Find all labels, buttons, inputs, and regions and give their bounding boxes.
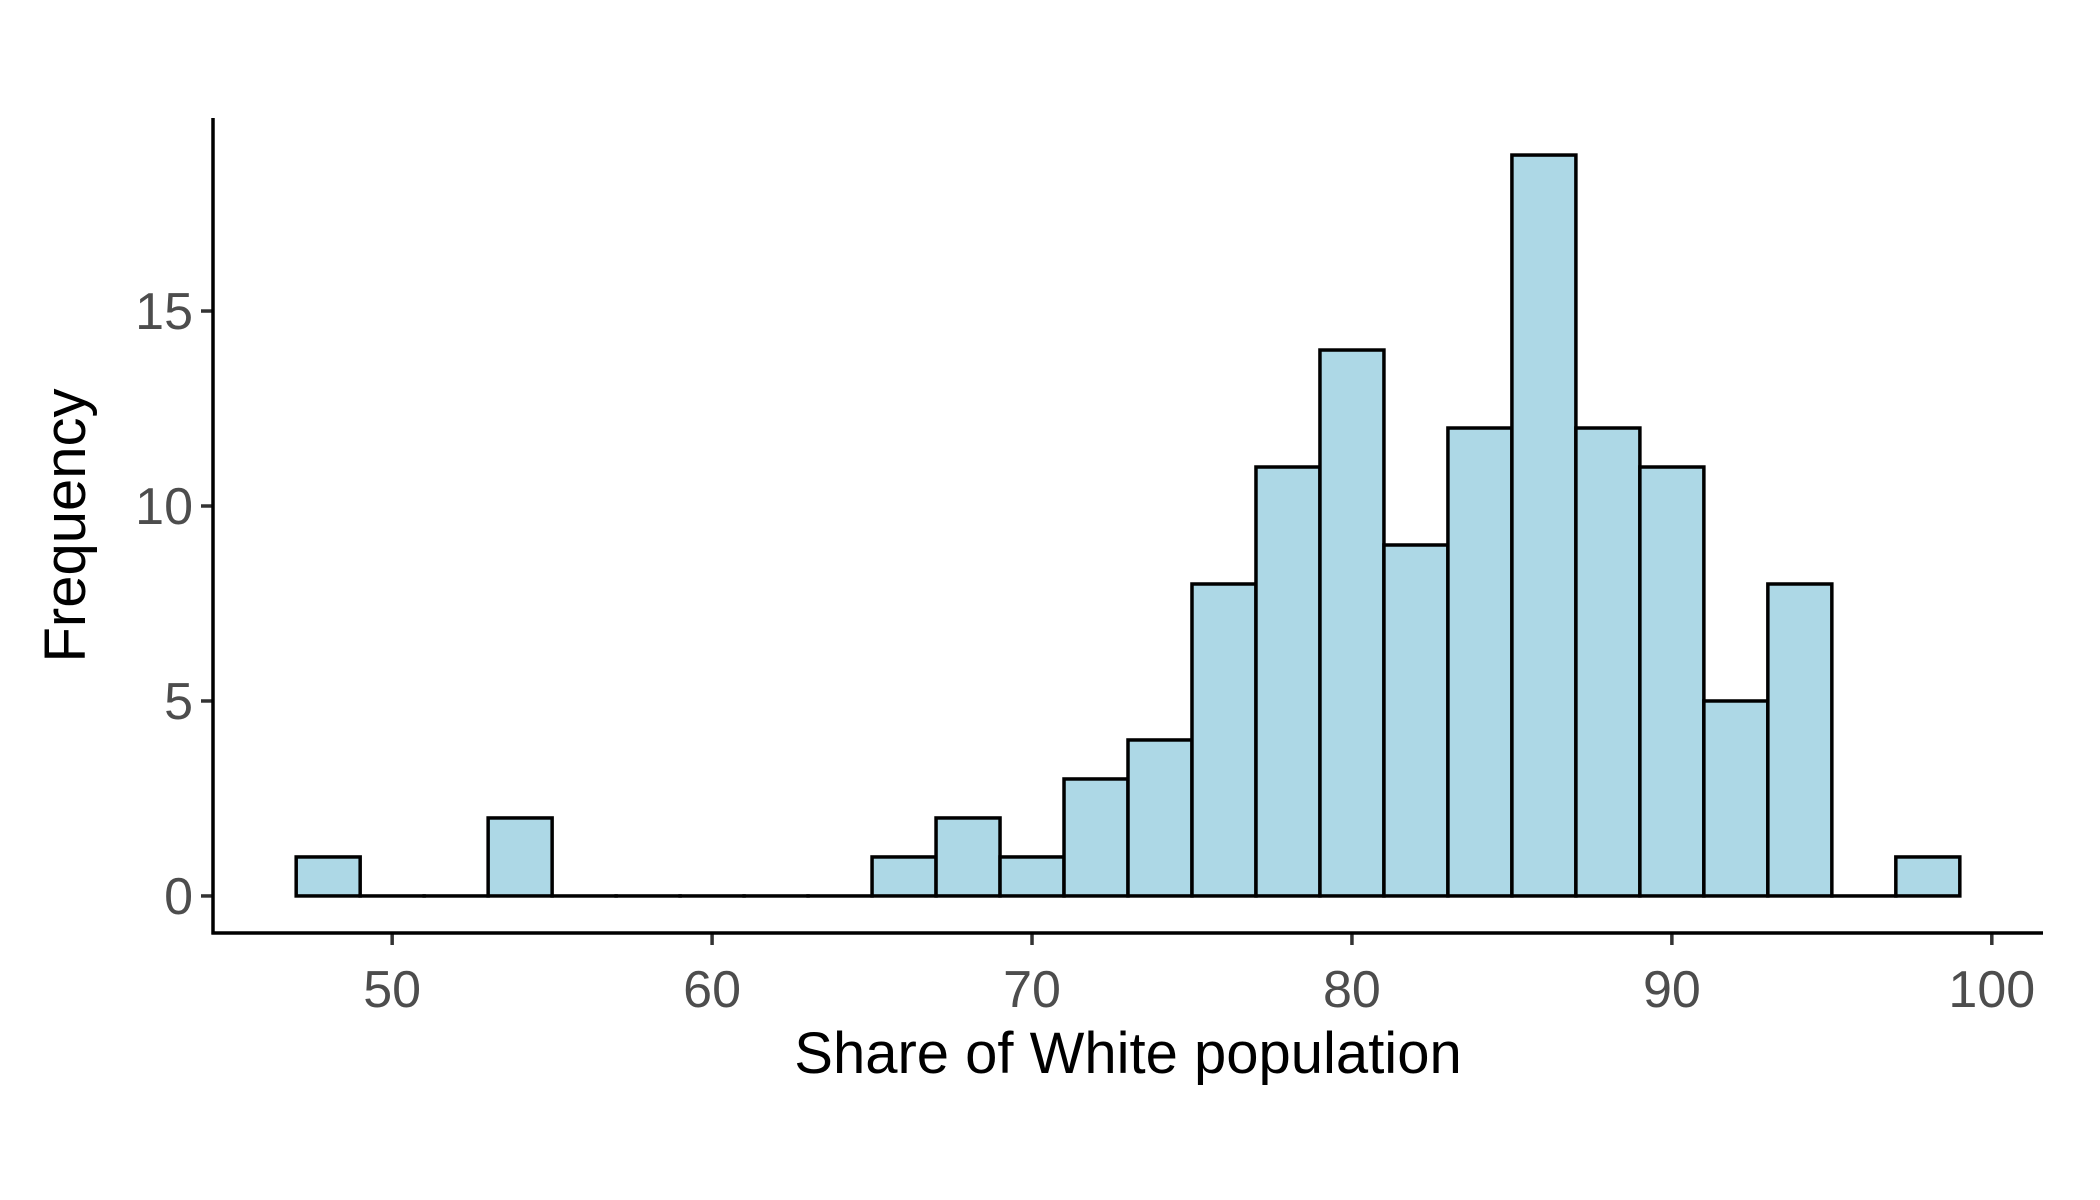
y-axis-title: Frequency: [33, 388, 98, 662]
x-axis-ticks: 50 60 70 80 90 100: [363, 933, 2035, 1019]
x-tick-label-60: 60: [683, 961, 741, 1019]
x-tick-label-50: 50: [363, 961, 421, 1019]
y-tick-label-5: 5: [164, 673, 193, 731]
x-tick-label-80: 80: [1323, 961, 1381, 1019]
histogram-bar-15: [1254, 465, 1322, 898]
histogram-bar-10: [934, 816, 1002, 898]
histogram-bar-14: [1190, 582, 1258, 898]
histogram-bar-23: [1766, 582, 1834, 898]
x-tick-label-70: 70: [1003, 961, 1061, 1019]
y-axis-ticks: 0 5 10 15: [135, 283, 213, 926]
histogram-bar-3: [486, 816, 554, 898]
histogram-bar-21: [1638, 465, 1706, 898]
x-tick-label-100: 100: [1948, 961, 2035, 1019]
y-tick-label-10: 10: [135, 478, 193, 536]
x-axis-title: Share of White population: [794, 1021, 1461, 1086]
histogram-bar-9: [870, 855, 938, 898]
histogram-bar-0: [294, 855, 362, 898]
histogram-bar-22: [1702, 699, 1770, 898]
x-tick-label-90: 90: [1643, 961, 1701, 1019]
histogram-bar-13: [1126, 738, 1194, 898]
histogram-bar-20: [1574, 426, 1642, 898]
y-tick-label-0: 0: [164, 868, 193, 926]
histogram-bar-12: [1062, 777, 1130, 898]
histogram-bar-18: [1446, 426, 1514, 898]
histogram-bar-25: [1894, 855, 1962, 898]
histogram-bar-16: [1318, 348, 1386, 898]
histogram-bar-11: [998, 855, 1066, 898]
bars-group: [294, 153, 1962, 898]
histogram-bar-17: [1382, 543, 1450, 898]
histogram-bar-19: [1510, 153, 1578, 898]
y-tick-label-15: 15: [135, 283, 193, 341]
